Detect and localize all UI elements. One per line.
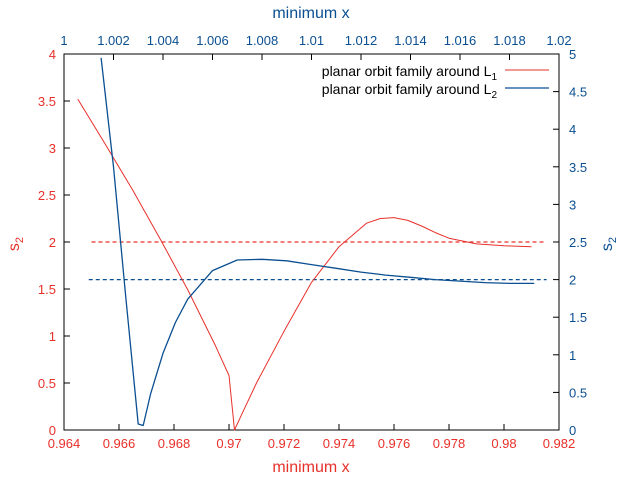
y-right-tick-label: 0.5	[569, 385, 587, 400]
series-line-l2	[100, 57, 535, 427]
x-top-tick-label: 1.004	[147, 33, 180, 48]
legend-label-l1: planar orbit family around L1	[322, 63, 498, 83]
x-bottom-tick-label: 0.964	[48, 436, 81, 451]
y-right-axis-title-sub: 2	[607, 237, 619, 243]
y-right-tick-label: 1	[569, 348, 576, 363]
legend-item-l2: planar orbit family around L2	[322, 81, 549, 101]
y-right-axis-title-main: s	[599, 243, 616, 251]
legend-label-l2-main: planar orbit family around L	[322, 81, 492, 97]
legend-label-l2: planar orbit family around L2	[322, 81, 498, 101]
y-left-tick-label: 4	[49, 47, 56, 62]
y-right-tick-label: 4	[569, 122, 576, 137]
y-left-tick-label: 1	[49, 329, 56, 344]
y-right-tick-label: 1.5	[569, 310, 587, 325]
x-bottom-tick-label: 0.974	[323, 436, 356, 451]
y-right-tick-label: 4.5	[569, 85, 587, 100]
y-left-tick-label: 0.5	[38, 376, 56, 391]
y-right-tick-label: 3.5	[569, 160, 587, 175]
y-left-tick-label: 3.5	[38, 94, 56, 109]
y-right-tick-label: 2.5	[569, 235, 587, 250]
y-right-tick-label: 5	[569, 47, 576, 62]
x-bottom-axis-title: minimum x	[272, 459, 349, 476]
x-bottom-tick-label: 0.98	[491, 436, 516, 451]
x-top-tick-label: 1.002	[97, 33, 130, 48]
x-bottom-tick-label: 0.97	[216, 436, 241, 451]
x-bottom-tick-label: 0.982	[543, 436, 576, 451]
x-bottom-tick-label: 0.972	[268, 436, 301, 451]
legend-label-l1-sub: 1	[491, 72, 497, 83]
series-layer	[77, 57, 535, 431]
x-top-tick-label: 1.018	[493, 33, 526, 48]
y-right-axis-title: s2	[599, 237, 619, 251]
x-top-axis-title: minimum x	[272, 5, 349, 22]
y-left-tick-label: 0	[49, 423, 56, 438]
x-top-tick-label: 1.012	[345, 33, 378, 48]
legend-label-l2-sub: 2	[491, 90, 497, 101]
y-left-tick-label: 1.5	[38, 282, 56, 297]
y-right-tick-label: 2	[569, 273, 576, 288]
x-bottom-tick-label: 0.978	[433, 436, 466, 451]
x-top-tick-label: 1	[60, 33, 67, 48]
y-right-tick-label: 3	[569, 197, 576, 212]
y-left-tick-label: 3	[49, 141, 56, 156]
legend-item-l1: planar orbit family around L1	[322, 63, 549, 83]
legend-label-l1-main: planar orbit family around L	[322, 63, 492, 79]
x-top-tick-label: 1.008	[246, 33, 279, 48]
y-left-axis-title-sub: 2	[14, 237, 26, 243]
y-left-axis-title: s2	[6, 237, 26, 251]
y-left-tick-label: 2	[49, 235, 56, 250]
y-left-axis-title-main: s	[6, 243, 23, 251]
x-top-tick-label: 1.014	[394, 33, 427, 48]
series-line-l1	[77, 98, 532, 431]
ticks-layer: 0.964 0.966 0.968 0.97 0.972 0.974 0.976 0.978 0…	[38, 33, 587, 451]
x-top-tick-label: 1.01	[299, 33, 324, 48]
legend: planar orbit family around L1 planar orb…	[322, 63, 549, 101]
x-top-tick-label: 1.006	[196, 33, 229, 48]
y-left-tick-label: 2.5	[38, 188, 56, 203]
x-top-tick-label: 1.02	[546, 33, 571, 48]
x-bottom-tick-label: 0.968	[158, 436, 191, 451]
x-bottom-tick-label: 0.966	[103, 436, 136, 451]
x-top-tick-label: 1.016	[444, 33, 477, 48]
y-right-tick-label: 0	[569, 423, 576, 438]
x-bottom-tick-label: 0.976	[378, 436, 411, 451]
